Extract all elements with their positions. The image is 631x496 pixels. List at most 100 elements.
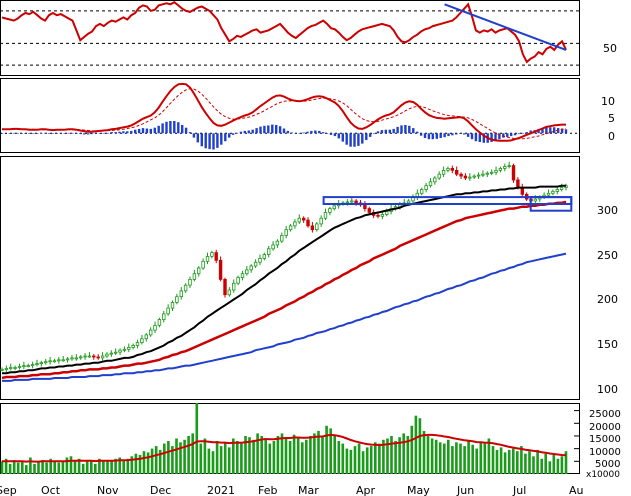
price-candle-body	[315, 223, 319, 230]
price-candle-body	[253, 261, 258, 267]
volume-bar	[49, 458, 52, 474]
macd-histogram-bar	[235, 132, 239, 134]
price-candle-body	[428, 181, 433, 187]
volume-bar	[256, 433, 259, 474]
volume-bar	[434, 439, 438, 474]
volume-bar	[430, 438, 434, 474]
price-candle-body	[485, 172, 489, 175]
price-candle-body	[332, 205, 336, 210]
volume-bar	[187, 436, 190, 474]
macd-histogram-bar	[560, 128, 564, 134]
rsi-tick-50: 50	[603, 42, 617, 55]
price-candle-body	[297, 217, 301, 223]
price-panel	[0, 161, 573, 382]
price-candle-body	[262, 254, 266, 259]
macd-histogram-bar	[310, 130, 313, 134]
macd-histogram-bar	[298, 133, 301, 134]
price-candle-body	[162, 313, 166, 320]
volume-bar	[29, 457, 32, 474]
volume-bar	[357, 443, 361, 474]
volume-bar	[374, 442, 377, 474]
macd-histogram-bar	[388, 129, 391, 134]
price-candle-body	[192, 273, 197, 280]
macd-histogram-bar	[380, 130, 384, 134]
volume-bar	[471, 444, 474, 474]
volume-bar	[365, 447, 369, 474]
macd-histogram-bar	[8, 133, 11, 134]
macd-histogram-bar	[216, 133, 219, 148]
volume-bar	[495, 449, 499, 474]
volume-bar	[260, 436, 263, 474]
price-candle-body	[280, 234, 284, 242]
price-candle-body	[13, 367, 17, 369]
price-candle-body	[350, 200, 354, 203]
macd-histogram-bar	[294, 133, 297, 134]
volume-bar	[227, 447, 231, 474]
volume-bar	[333, 434, 336, 474]
volume-bar	[386, 438, 389, 474]
price-candle-body	[170, 301, 175, 309]
volume-bar	[211, 451, 215, 474]
volume-bar	[512, 448, 515, 474]
macd-histogram-bar	[549, 127, 552, 134]
price-candle-body	[424, 185, 428, 190]
volume-bar	[447, 439, 450, 474]
volume-bar	[134, 453, 138, 474]
volume-bar	[102, 461, 105, 474]
price-candle-body	[127, 346, 131, 350]
macd-histogram-bar	[412, 128, 415, 134]
macd-histogram-bar	[0, 133, 4, 134]
price-candle-body	[4, 367, 9, 370]
volume-bar	[146, 452, 150, 474]
volume-bar	[65, 457, 69, 474]
volume-tick-10000: 10000	[589, 447, 621, 458]
macd-histogram-bar	[55, 133, 58, 134]
macd-histogram-bar	[278, 126, 282, 134]
price-candle-body	[433, 177, 437, 183]
volume-bar	[479, 442, 483, 474]
volume-bar	[349, 449, 353, 474]
volume-bar	[215, 441, 219, 474]
volume-bar	[114, 458, 117, 474]
volume-bar	[292, 434, 296, 474]
macd-histogram-bar	[118, 131, 121, 134]
price-candle-body	[26, 365, 30, 368]
volume-bar	[288, 441, 292, 474]
price-candle-body	[380, 213, 385, 217]
volume-bar	[406, 436, 410, 474]
volume-bar	[8, 463, 12, 474]
price-candle-body	[30, 364, 35, 367]
macd-histogram-bar	[220, 133, 223, 145]
price-candle-body	[384, 211, 389, 215]
macd-signal-line	[2, 88, 567, 140]
macd-histogram-bar	[90, 133, 94, 135]
price-candle-body	[188, 278, 192, 286]
macd-histogram-bar	[455, 133, 458, 135]
volume-bar	[142, 451, 146, 474]
volume-bar	[402, 433, 405, 474]
volume-ma-line	[2, 433, 567, 463]
macd-histogram-bar	[4, 133, 8, 134]
macd-histogram-bar	[79, 133, 82, 135]
volume-bar	[398, 437, 401, 474]
macd-histogram-bar	[392, 128, 395, 134]
macd-panel	[0, 82, 580, 150]
macd-histogram-bar	[435, 133, 438, 139]
volume-bar	[345, 448, 349, 474]
volume-bar	[410, 425, 414, 474]
volume-bar	[337, 441, 341, 474]
price-candle-body	[376, 214, 380, 217]
volume-bar	[179, 442, 182, 474]
volume-bar	[305, 439, 308, 474]
price-candle-body	[489, 171, 494, 174]
macd-histogram-bar	[36, 133, 39, 134]
macd-histogram-bar	[357, 133, 360, 146]
price-candle-body	[546, 192, 551, 196]
price-candle-body	[419, 189, 424, 194]
volume-bar	[150, 448, 154, 474]
price-tick-250: 250	[597, 249, 618, 262]
macd-histogram-bar	[98, 133, 102, 134]
volume-bar	[85, 461, 89, 474]
macd-histogram-bar	[470, 133, 474, 140]
macd-histogram-bar	[239, 131, 243, 134]
